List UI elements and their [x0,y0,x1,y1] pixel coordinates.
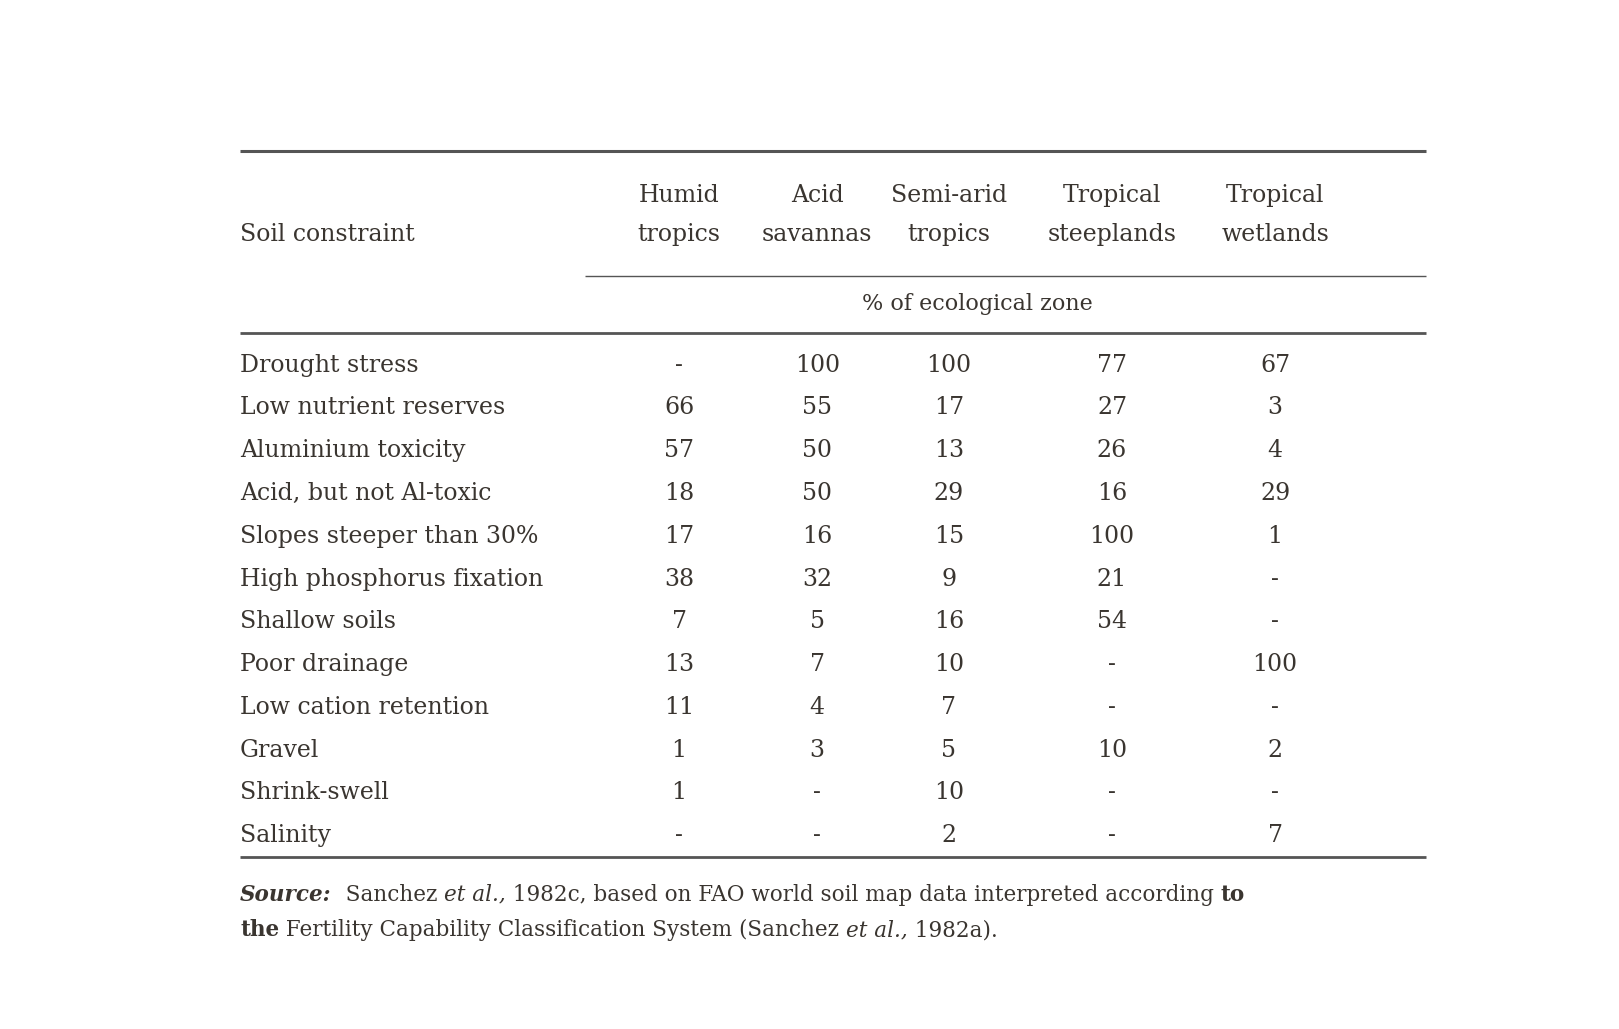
Text: Shallow soils: Shallow soils [240,610,397,634]
Text: 11: 11 [664,696,695,719]
Text: 10: 10 [934,781,963,805]
Text: 16: 16 [934,610,963,634]
Text: 1982c, based on FAO world soil map data interpreted according: 1982c, based on FAO world soil map data … [505,884,1221,906]
Text: 57: 57 [664,439,695,462]
Text: the: the [240,919,278,942]
Text: 16: 16 [1098,482,1127,505]
Text: Tropical: Tropical [1062,183,1161,207]
Text: 26: 26 [1098,439,1127,462]
Text: 7: 7 [941,696,957,719]
Text: Aluminium toxicity: Aluminium toxicity [240,439,466,462]
Text: 7: 7 [1268,824,1282,847]
Text: -: - [1271,696,1279,719]
Text: tropics: tropics [907,223,991,246]
Text: Soil constraint: Soil constraint [240,223,414,246]
Text: 100: 100 [795,354,840,377]
Text: 66: 66 [664,396,695,420]
Text: Humid: Humid [640,183,719,207]
Text: 21: 21 [1098,568,1127,591]
Text: Tropical: Tropical [1226,183,1324,207]
Text: Slopes steeper than 30%: Slopes steeper than 30% [240,525,539,547]
Text: 7: 7 [672,610,686,634]
Text: Fertility Capability Classification System (Sanchez: Fertility Capability Classification Syst… [278,919,847,942]
Text: et al.,: et al., [444,884,505,906]
Text: Acid: Acid [790,183,843,207]
Text: 15: 15 [934,525,963,547]
Text: 54: 54 [1098,610,1127,634]
Text: 50: 50 [801,439,832,462]
Text: to: to [1221,884,1245,906]
Text: 10: 10 [1098,739,1127,761]
Text: Shrink-swell: Shrink-swell [240,781,389,805]
Text: savannas: savannas [763,223,873,246]
Text: -: - [675,354,683,377]
Text: -: - [1107,781,1115,805]
Text: 7: 7 [810,653,824,676]
Text: % of ecological zone: % of ecological zone [861,293,1093,315]
Text: Poor drainage: Poor drainage [240,653,408,676]
Text: 50: 50 [801,482,832,505]
Text: tropics: tropics [638,223,720,246]
Text: 77: 77 [1098,354,1127,377]
Text: 100: 100 [926,354,971,377]
Text: 32: 32 [801,568,832,591]
Text: 3: 3 [810,739,824,761]
Text: 5: 5 [810,610,824,634]
Text: 27: 27 [1098,396,1127,420]
Text: 1: 1 [672,781,686,805]
Text: 17: 17 [664,525,695,547]
Text: 2: 2 [941,824,957,847]
Text: Source:: Source: [240,884,332,906]
Text: -: - [1107,824,1115,847]
Text: -: - [675,824,683,847]
Text: -: - [1271,568,1279,591]
Text: 1: 1 [672,739,686,761]
Text: 1: 1 [1268,525,1282,547]
Text: -: - [1107,653,1115,676]
Text: Acid, but not Al-toxic: Acid, but not Al-toxic [240,482,492,505]
Text: 29: 29 [934,482,963,505]
Text: 1982a).: 1982a). [908,919,997,942]
Text: High phosphorus fixation: High phosphorus fixation [240,568,544,591]
Text: Semi-arid: Semi-arid [890,183,1007,207]
Text: Gravel: Gravel [240,739,319,761]
Text: 55: 55 [801,396,832,420]
Text: 100: 100 [1253,653,1298,676]
Text: 2: 2 [1268,739,1282,761]
Text: 4: 4 [1268,439,1282,462]
Text: 18: 18 [664,482,695,505]
Text: 13: 13 [664,653,695,676]
Text: 38: 38 [664,568,695,591]
Text: Sanchez: Sanchez [332,884,444,906]
Text: -: - [813,781,821,805]
Text: steeplands: steeplands [1047,223,1177,246]
Text: Low cation retention: Low cation retention [240,696,489,719]
Text: Salinity: Salinity [240,824,330,847]
Text: 3: 3 [1268,396,1282,420]
Text: Drought stress: Drought stress [240,354,419,377]
Text: -: - [1271,610,1279,634]
Text: 17: 17 [934,396,963,420]
Text: 5: 5 [941,739,957,761]
Text: -: - [813,824,821,847]
Text: 13: 13 [934,439,963,462]
Text: 67: 67 [1260,354,1290,377]
Text: 100: 100 [1090,525,1135,547]
Text: et al.,: et al., [847,919,908,942]
Text: 29: 29 [1260,482,1290,505]
Text: -: - [1107,696,1115,719]
Text: Low nutrient reserves: Low nutrient reserves [240,396,505,420]
Text: 10: 10 [934,653,963,676]
Text: 4: 4 [810,696,824,719]
Text: 16: 16 [801,525,832,547]
Text: wetlands: wetlands [1221,223,1329,246]
Text: -: - [1271,781,1279,805]
Text: 9: 9 [941,568,957,591]
